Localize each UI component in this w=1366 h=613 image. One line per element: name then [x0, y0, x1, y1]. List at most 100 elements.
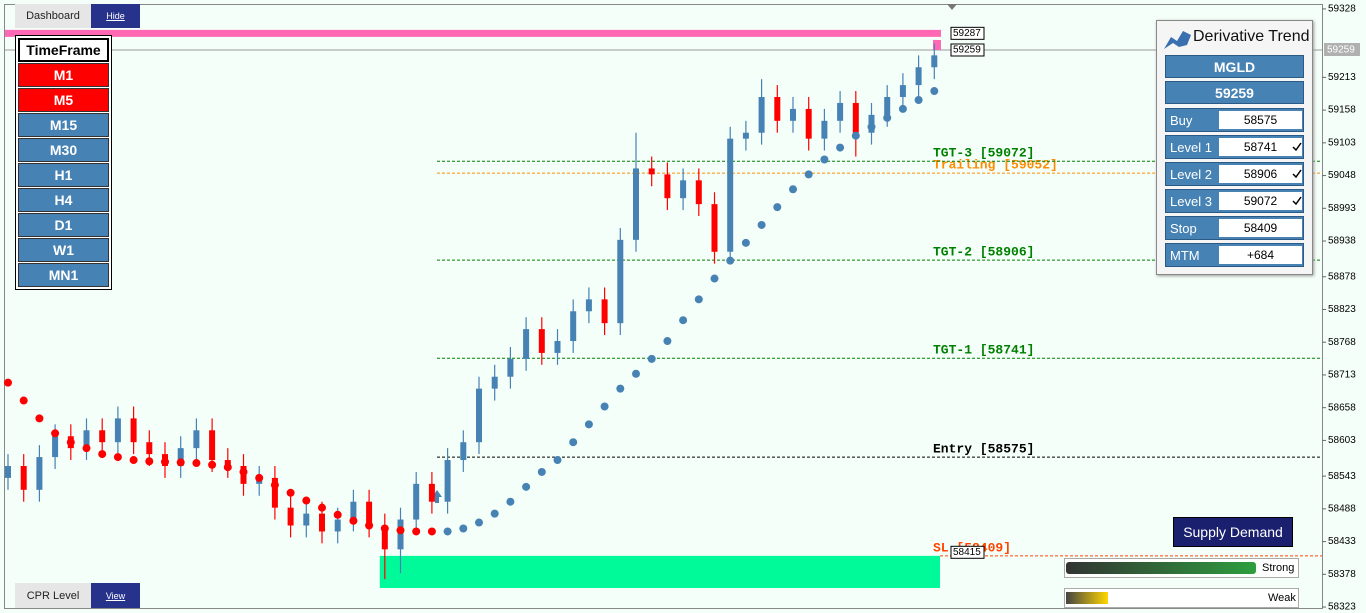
trend-dot	[569, 438, 578, 447]
trend-dot	[19, 396, 28, 405]
trend-dot	[270, 481, 279, 490]
trend-dot	[522, 482, 531, 491]
trend-dot	[459, 524, 468, 533]
y-tick-label: 58488	[1328, 503, 1356, 514]
trend-dot	[223, 463, 232, 472]
timeframe-button[interactable]: H4	[18, 188, 109, 212]
candle-body	[334, 519, 341, 532]
trend-dot	[66, 438, 75, 447]
candle-body	[209, 430, 216, 461]
timeframe-button[interactable]: D1	[18, 213, 109, 237]
row-value: 58741	[1219, 138, 1302, 156]
trend-dot	[412, 527, 421, 536]
timeframe-button[interactable]: H1	[18, 163, 109, 187]
symbol: MGLD	[1165, 55, 1304, 78]
candle-body	[83, 430, 90, 449]
trend-dot	[192, 459, 201, 468]
price: 59259	[1165, 81, 1304, 104]
candle-body	[523, 329, 530, 359]
level-label: TGT-1 [58741]	[933, 343, 1034, 358]
trend-dot	[820, 155, 829, 164]
trend-dot	[663, 337, 672, 346]
check-mark	[1292, 196, 1302, 206]
timeframe-button[interactable]: M30	[18, 138, 109, 162]
candle-body	[711, 204, 718, 252]
trend-dot	[380, 524, 389, 533]
timeframe-title: TimeFrame	[18, 38, 109, 62]
candle-body	[428, 483, 435, 502]
trend-dot	[427, 527, 436, 536]
trend-dot	[930, 87, 939, 96]
timeframe-panel: TimeFrame M1 M5 M15 M30 H1 H4 D1 W1 MN1	[15, 35, 112, 290]
trend-dot	[710, 274, 719, 283]
trend-dot	[129, 456, 138, 465]
trend-dot	[35, 414, 44, 423]
candle-body	[271, 477, 278, 508]
view-button[interactable]: View	[91, 583, 140, 608]
timeframe-button[interactable]: MN1	[18, 263, 109, 287]
trend-dot	[145, 457, 154, 466]
trend-dot	[98, 450, 107, 459]
y-tick-label: 59328	[1328, 4, 1356, 15]
y-tick-label: 58713	[1328, 370, 1356, 381]
trend-dot	[726, 256, 735, 265]
strong-label: Strong	[1262, 562, 1295, 574]
check-mark	[1292, 142, 1302, 152]
trend-dot	[333, 510, 342, 519]
candle-body	[413, 483, 420, 520]
y-tick-label: 58768	[1328, 337, 1356, 348]
candle-body	[727, 138, 734, 252]
candle-body	[350, 501, 357, 520]
cpr-tab[interactable]: CPR Level	[15, 583, 91, 608]
candle-body	[554, 341, 561, 353]
trend-dot	[239, 467, 248, 476]
trend-dot	[679, 316, 688, 325]
buy-arrow	[432, 490, 442, 503]
candle-body	[570, 311, 577, 342]
candle-body	[444, 460, 451, 502]
trend-dot	[318, 503, 326, 512]
trend-dot	[836, 143, 845, 152]
y-tick-label: 59158	[1328, 105, 1356, 116]
timeframe-button[interactable]: M15	[18, 113, 109, 137]
candle-body	[821, 120, 828, 139]
candle-body	[931, 55, 938, 68]
timeframe-button[interactable]: M5	[18, 88, 109, 112]
hide-button[interactable]: Hide	[91, 4, 140, 28]
candle-body	[177, 448, 184, 466]
level-label: Entry [58575]	[933, 442, 1034, 457]
level-label: TGT-3 [59072]	[933, 146, 1034, 161]
candle-body	[538, 329, 545, 353]
trend-dot	[302, 496, 311, 505]
candle-body	[5, 465, 11, 478]
axis-price-label: 59259	[1327, 45, 1355, 56]
candle-body	[146, 442, 153, 455]
candle-body	[476, 388, 482, 443]
price-tag: 58415	[953, 547, 981, 558]
trend-dot	[349, 516, 358, 525]
candle-body	[837, 102, 844, 121]
trend-dot	[553, 456, 562, 465]
trend-dot	[365, 521, 374, 530]
trend-dot	[113, 453, 122, 462]
timeframe-button[interactable]: W1	[18, 238, 109, 262]
candle-body	[397, 519, 404, 550]
trend-dot	[537, 467, 546, 476]
dashboard-tab[interactable]: Dashboard	[15, 4, 91, 28]
trend-dot	[789, 185, 797, 194]
row-label: Level 3	[1170, 194, 1212, 209]
trend-dot	[396, 526, 405, 535]
candle-body	[114, 418, 121, 443]
trend-dot	[51, 429, 60, 438]
trend-dot	[898, 104, 907, 113]
candle-body	[52, 436, 59, 458]
supply-demand-button[interactable]: Supply Demand	[1173, 517, 1293, 547]
trend-dot	[867, 122, 876, 131]
y-tick-label: 58658	[1328, 402, 1356, 413]
marker	[947, 4, 957, 10]
trend-dot	[161, 457, 169, 466]
candle-body	[20, 465, 27, 490]
trend-dot	[632, 369, 640, 378]
trend-dot	[286, 488, 295, 497]
timeframe-button[interactable]: M1	[18, 63, 109, 87]
